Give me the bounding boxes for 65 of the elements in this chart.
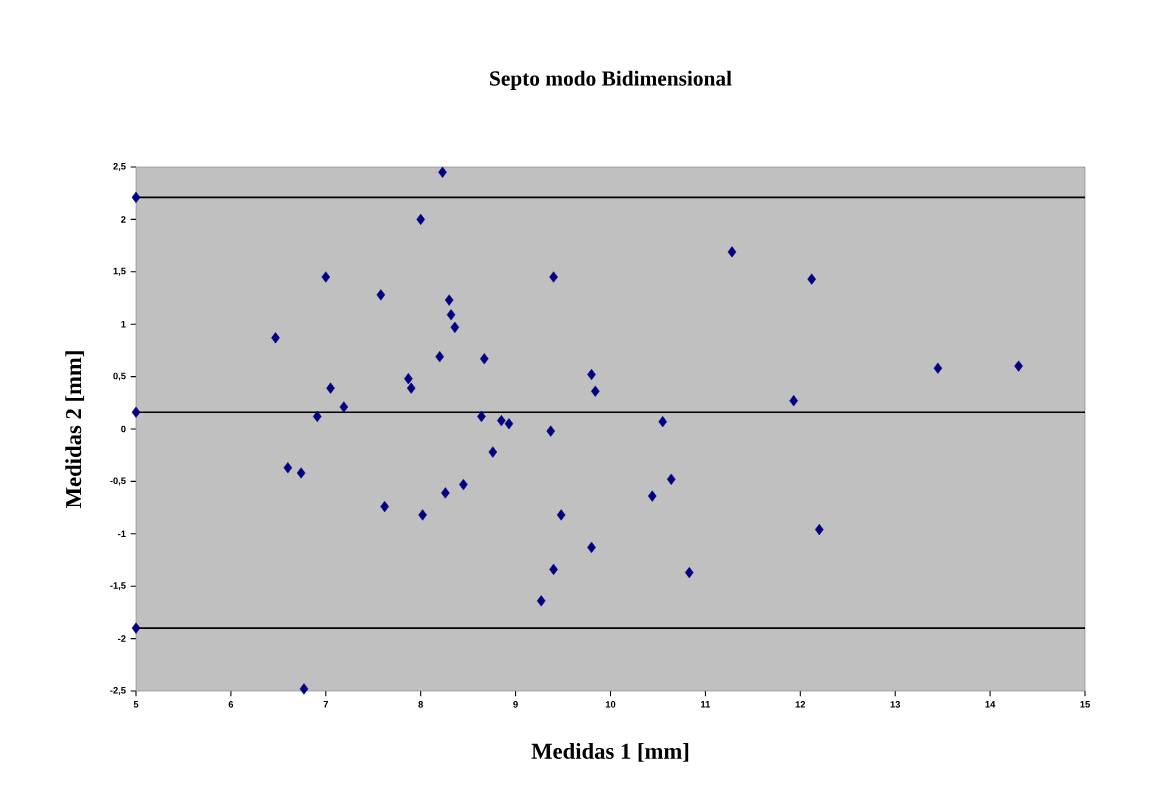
point (549, 271, 558, 283)
y-tick-label: -1,5 (110, 582, 126, 591)
y-tick-label: -2 (118, 635, 126, 642)
y-tick-label: 2,5 (113, 163, 126, 171)
point (283, 462, 293, 474)
x-tick-label: 14 (985, 701, 996, 708)
y-tick-label: 1 (121, 320, 126, 328)
point (807, 273, 816, 285)
point (131, 406, 141, 418)
point (339, 401, 349, 413)
x-tick-label: 10 (605, 701, 616, 708)
point (441, 487, 450, 499)
x-axis-title: Medidas 1 [mm] (531, 742, 689, 762)
point (591, 385, 600, 397)
point (406, 382, 416, 394)
point (546, 425, 555, 437)
point (444, 294, 454, 306)
point (815, 524, 824, 536)
point (480, 353, 489, 365)
point (299, 683, 309, 695)
point (666, 473, 676, 485)
y-tick-label: 2 (121, 216, 126, 223)
x-tick-label: 15 (1080, 701, 1090, 708)
point (789, 395, 798, 407)
point (404, 373, 413, 385)
y-axis-title: Medidas 2 [mm] (65, 351, 85, 508)
point (131, 622, 141, 634)
point (418, 509, 427, 521)
point (1014, 360, 1023, 372)
y-tick-label: -1 (118, 530, 126, 538)
point (647, 490, 657, 502)
x-tick-label: 5 (133, 701, 139, 708)
point (271, 332, 280, 344)
point (488, 446, 498, 458)
point (450, 321, 460, 333)
point (556, 509, 566, 521)
point (438, 166, 447, 178)
chart-title: Septo modo Bidimensional (490, 70, 732, 90)
point (933, 362, 943, 374)
point (658, 416, 667, 428)
point (504, 418, 514, 430)
y-tick-label: 0,5 (113, 372, 126, 381)
point (497, 415, 506, 427)
y-tick-label: 0 (121, 425, 126, 433)
y-tick-label: -2,5 (110, 687, 126, 695)
point (446, 309, 456, 321)
point (435, 351, 444, 363)
x-tick-label: 13 (890, 701, 901, 708)
x-tick-label: 12 (795, 701, 806, 708)
x-tick-label: 6 (228, 701, 234, 708)
x-tick-label: 7 (323, 701, 328, 708)
x-tick-label: 9 (513, 701, 518, 708)
point (376, 289, 386, 301)
y-tick-label: 1,5 (113, 267, 126, 276)
point (131, 191, 141, 203)
point (727, 246, 737, 258)
point (296, 467, 306, 479)
y-tick-label: -0,5 (110, 477, 126, 486)
x-tick-label: 11 (701, 701, 711, 708)
x-tick-label: 8 (418, 701, 423, 708)
point (321, 271, 331, 283)
point (536, 595, 546, 607)
point (312, 410, 322, 423)
point (326, 382, 335, 394)
point (416, 213, 425, 225)
